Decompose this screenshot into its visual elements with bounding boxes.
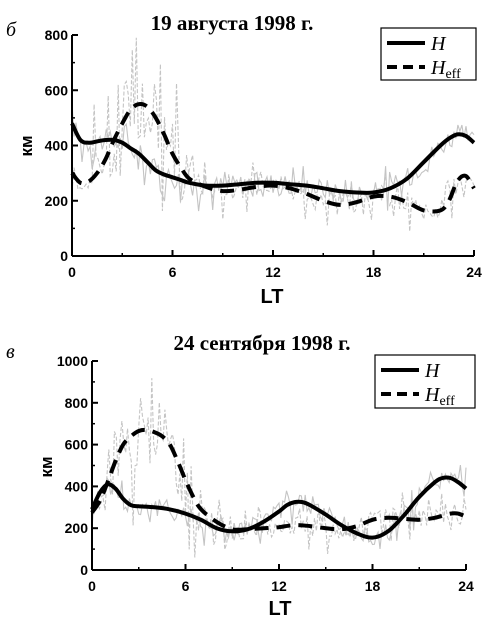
legend-label: Heff — [424, 384, 455, 409]
y-tick-label: 600 — [65, 437, 89, 453]
y-tick-label: 0 — [60, 248, 68, 264]
x-tick-label: 18 — [366, 264, 382, 280]
y-tick-label: 400 — [45, 138, 69, 154]
y-tick-label: 200 — [45, 193, 69, 209]
raw-trace-h — [71, 101, 475, 212]
x-axis-label: LT — [269, 598, 292, 620]
x-tick-label: 24 — [458, 578, 474, 594]
x-tick-label: 6 — [169, 264, 177, 280]
x-tick-label: 12 — [271, 578, 287, 594]
x-tick-label: 18 — [365, 578, 381, 594]
series-line-heff — [70, 101, 476, 214]
y-tick-label: 400 — [65, 478, 89, 494]
y-axis-label: км — [17, 135, 36, 156]
panel-label: в — [6, 341, 15, 363]
chart-panel-2: в 24 сентября 1998 г. 0 200 400 600 800 1000 0 6 1… — [6, 331, 476, 620]
legend-label: H — [424, 360, 441, 382]
x-tick-label: 24 — [466, 264, 482, 280]
y-axis-label: км — [37, 456, 56, 477]
y-tick-label: 800 — [65, 395, 89, 411]
y-tick-label: 200 — [65, 520, 89, 536]
x-tick-label: 0 — [68, 264, 76, 280]
series-line-heff — [90, 427, 467, 532]
chart-title: 24 сентября 1998 г. — [173, 331, 350, 355]
legend-label: Heff — [430, 57, 461, 82]
y-tick-label: 0 — [80, 562, 88, 578]
x-tick-label: 12 — [265, 264, 281, 280]
y-tick-label: 600 — [45, 82, 69, 98]
series-line-h — [90, 475, 468, 540]
legend-label: H — [430, 33, 447, 55]
legend-box — [374, 354, 476, 409]
chart-title: 19 августа 1998 г. — [151, 11, 314, 35]
x-axis-label: LT — [261, 286, 284, 308]
legend-box — [380, 27, 477, 81]
x-tick-label: 0 — [88, 578, 96, 594]
panel-label: б — [6, 19, 17, 41]
y-tick-label: 1000 — [57, 353, 88, 369]
y-tick-label: 800 — [45, 27, 69, 43]
series-line-h — [70, 122, 476, 195]
raw-trace-heff — [91, 378, 467, 558]
chart-panel-1: б 19 августа 1998 г. 0 200 400 600 800 0 6 12 18 24… — [6, 11, 482, 308]
x-tick-label: 6 — [182, 578, 190, 594]
